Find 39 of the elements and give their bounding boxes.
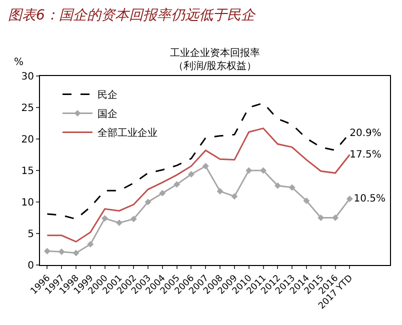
chart-title: 图表6：国企的资本回报率仍远低于民企 — [8, 8, 256, 24]
point — [346, 196, 353, 202]
point — [87, 240, 94, 248]
point — [188, 171, 194, 178]
point — [72, 250, 80, 256]
point — [130, 216, 137, 222]
data-label: 10.5% — [354, 193, 386, 204]
point — [231, 193, 238, 200]
point — [159, 190, 166, 196]
y-tick-label: 10 — [21, 198, 34, 208]
point — [260, 167, 266, 174]
point — [216, 188, 224, 195]
legend-label: 国企 — [98, 108, 118, 120]
point — [318, 214, 324, 221]
point — [116, 220, 122, 226]
point — [102, 215, 108, 222]
y-tick-label: 30 — [21, 72, 34, 82]
point — [303, 197, 310, 204]
chart-subtitle: 工业企业资本回报率（利润/股东权益） — [170, 47, 260, 72]
point — [44, 248, 50, 254]
y-axis-title: % — [14, 57, 24, 68]
point — [174, 181, 180, 188]
point — [332, 214, 339, 221]
y-tick-label: 0 — [28, 260, 34, 272]
point — [288, 184, 296, 191]
point — [274, 182, 281, 189]
y-tick-label: 15 — [21, 166, 34, 177]
y-tick-label: 5 — [28, 229, 34, 240]
y-tick-label: 25 — [21, 103, 34, 114]
point — [246, 167, 252, 174]
point — [58, 248, 65, 256]
point — [202, 162, 209, 170]
point — [144, 198, 152, 206]
data-label: 20.9% — [350, 128, 382, 139]
line-series — [46, 128, 350, 242]
y-tick-label: 20 — [21, 134, 34, 146]
legend-label: 民企 — [98, 89, 118, 102]
legend-label: 全部工业企业 — [98, 127, 158, 140]
data-label: 17.5% — [350, 149, 382, 160]
